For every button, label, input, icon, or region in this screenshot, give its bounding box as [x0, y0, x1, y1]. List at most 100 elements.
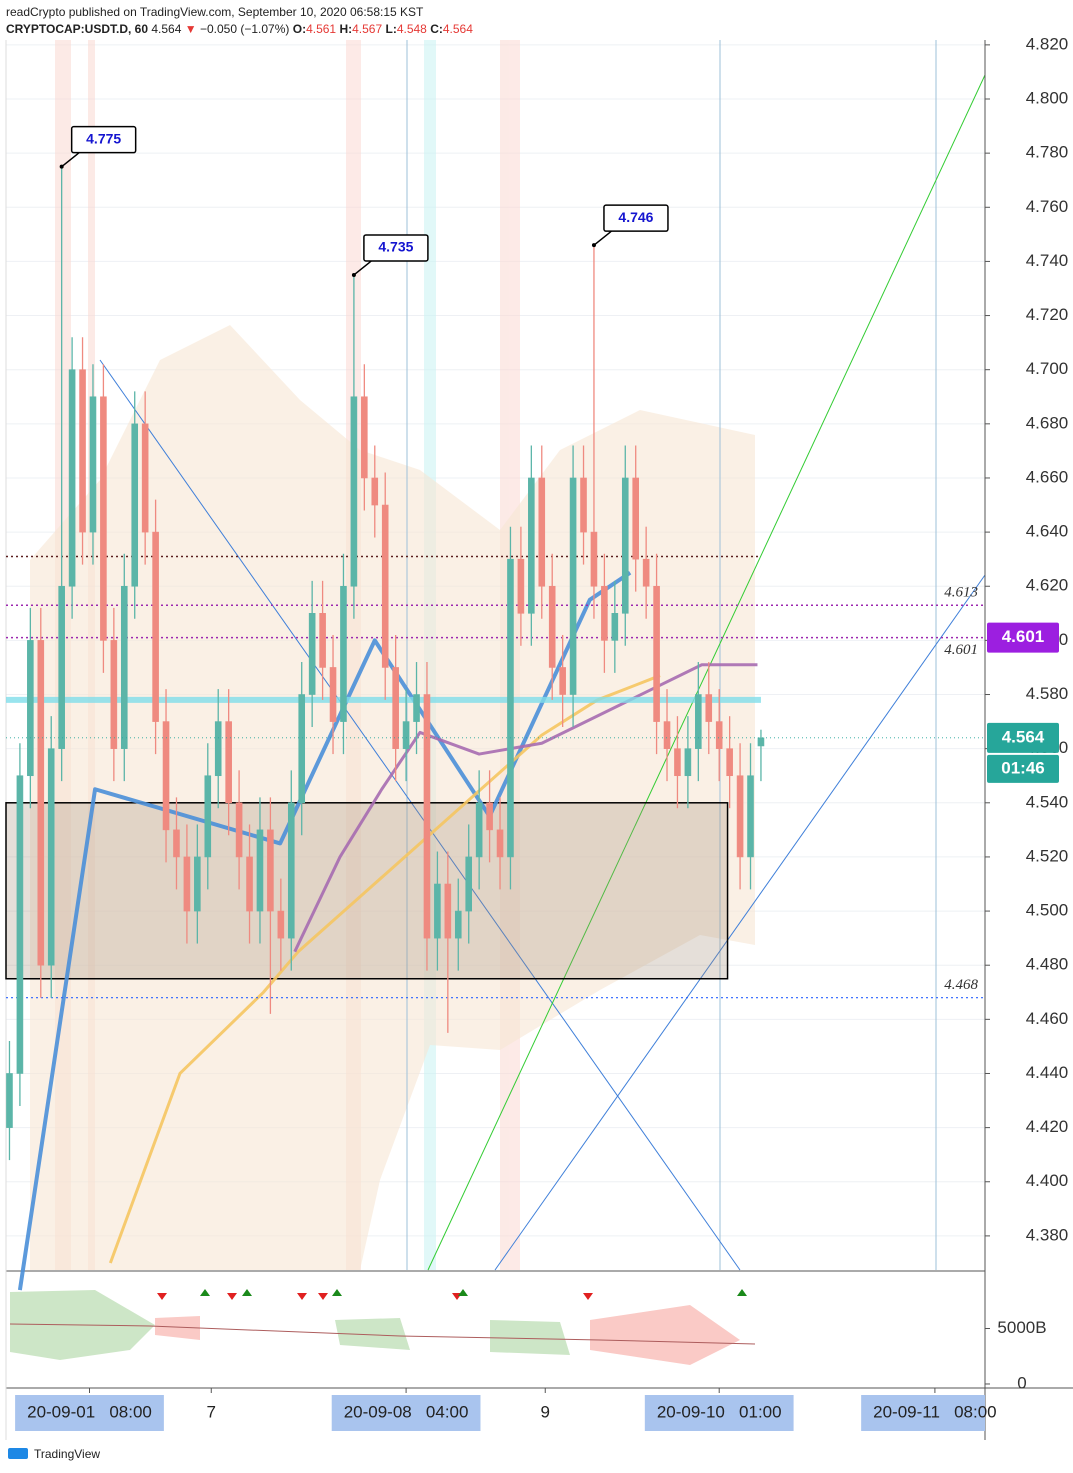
x-tick-label: 20-09-01 08:00 — [27, 1402, 152, 1421]
candle-body — [454, 910, 462, 939]
footer: TradingView — [34, 1447, 100, 1461]
y-tick-label: 4.500 — [1026, 901, 1069, 920]
y-tick-label: 4.580 — [1026, 684, 1069, 703]
y-tick-label: 4.760 — [1026, 197, 1069, 216]
candle-body — [590, 531, 598, 587]
candle-body — [611, 613, 619, 641]
trend-line — [99, 359, 741, 1271]
candle-body — [736, 775, 744, 858]
y-tick-label: 4.800 — [1026, 88, 1069, 107]
y-tick-label: 4.620 — [1026, 576, 1069, 595]
candle-body — [559, 667, 566, 695]
candle-body — [726, 748, 733, 777]
candle-body — [496, 829, 504, 858]
candle-body — [381, 504, 389, 668]
candle-body — [423, 694, 431, 939]
candle-body — [528, 477, 535, 614]
candle-body — [486, 802, 493, 831]
x-tick-label: 7 — [207, 1402, 216, 1421]
y-tick-label: 4.420 — [1026, 1117, 1069, 1136]
candle-body — [402, 721, 410, 749]
price: 4.564 — [151, 22, 182, 36]
x-tick-box — [861, 1395, 985, 1431]
candle-body — [569, 477, 577, 695]
candle-body — [350, 396, 358, 587]
cloud — [30, 325, 755, 1270]
y-tick-label: 4.640 — [1026, 522, 1069, 541]
header-background — [0, 0, 1073, 40]
candle-body — [16, 775, 24, 1074]
ohlc-label: L: — [385, 22, 397, 36]
y-tick-label: 4.680 — [1026, 413, 1069, 432]
candle-body — [256, 829, 264, 912]
candle-body — [621, 477, 629, 614]
x-tick-label: 9 — [541, 1402, 550, 1421]
y-tick-label: 4.480 — [1026, 955, 1069, 974]
y-tick-label: 4.440 — [1026, 1063, 1069, 1082]
ohlc-value: 4.561 — [306, 22, 337, 36]
candle-body — [183, 856, 191, 912]
x-tick-box — [644, 1395, 794, 1431]
candle-body — [173, 829, 180, 858]
trend-line — [427, 74, 986, 1271]
signal-markers — [157, 1289, 747, 1300]
candle-body — [162, 721, 170, 831]
candle-body — [392, 667, 399, 749]
ohlc-value: 4.567 — [352, 22, 383, 36]
candle-body — [601, 585, 608, 641]
candle-body — [308, 613, 316, 695]
candle-body — [632, 477, 640, 560]
candle-body — [444, 883, 452, 939]
y-tick-label: 4.520 — [1026, 846, 1069, 865]
candle-body — [538, 477, 546, 587]
price-badge-label: 4.601 — [1002, 627, 1045, 646]
candle-body — [663, 721, 671, 749]
candle-body — [152, 531, 159, 722]
candle-body — [235, 802, 243, 858]
ohlc-label: O: — [292, 22, 307, 36]
symbol: CRYPTOCAP:USDT.D, 60 — [6, 22, 149, 36]
callout-box — [363, 234, 429, 262]
price-badge — [987, 622, 1059, 653]
candle-body — [642, 558, 650, 587]
candle-body — [204, 775, 212, 858]
candle-body — [79, 369, 86, 533]
ohlc-label: C: — [430, 22, 443, 36]
candle-body — [757, 737, 765, 747]
y-tick-label: 4.700 — [1026, 359, 1069, 378]
footer-logo — [8, 1448, 28, 1459]
down-arrow: ▼ — [184, 22, 197, 36]
y-tick-label: 4.780 — [1026, 143, 1069, 162]
candle-body — [674, 748, 681, 777]
countdown-badge — [987, 754, 1059, 783]
candle-body — [653, 585, 660, 722]
candle-body — [465, 856, 473, 912]
candle-body — [695, 694, 702, 749]
callout-box — [603, 204, 669, 232]
callout-label: 4.735 — [378, 239, 413, 255]
callout-label: 4.775 — [86, 130, 121, 146]
ohlc-value: 4.548 — [396, 22, 427, 36]
candle-body — [319, 613, 326, 668]
countdown: 01:46 — [1001, 758, 1044, 777]
candle-body — [194, 856, 201, 912]
volume-tick-label: 5000B — [997, 1318, 1046, 1337]
byline: readCrypto published on TradingView.com,… — [6, 5, 424, 19]
y-tick-label: 4.380 — [1026, 1225, 1069, 1244]
x-tick-box — [331, 1395, 481, 1431]
moving-average — [17, 571, 632, 1291]
moving-average — [293, 663, 758, 953]
candle-body — [225, 721, 232, 804]
y-tick-label: 4.660 — [1026, 467, 1069, 486]
callout-box — [70, 125, 137, 154]
y-tick-label: 4.540 — [1026, 792, 1069, 811]
candle-body — [277, 910, 285, 939]
y-tick-label: 4.460 — [1026, 1009, 1069, 1028]
trend-line — [494, 574, 986, 1271]
candle-body — [6, 1073, 13, 1128]
candle-body — [684, 748, 692, 777]
last-price-badge — [987, 722, 1059, 753]
candle-body — [371, 477, 379, 506]
